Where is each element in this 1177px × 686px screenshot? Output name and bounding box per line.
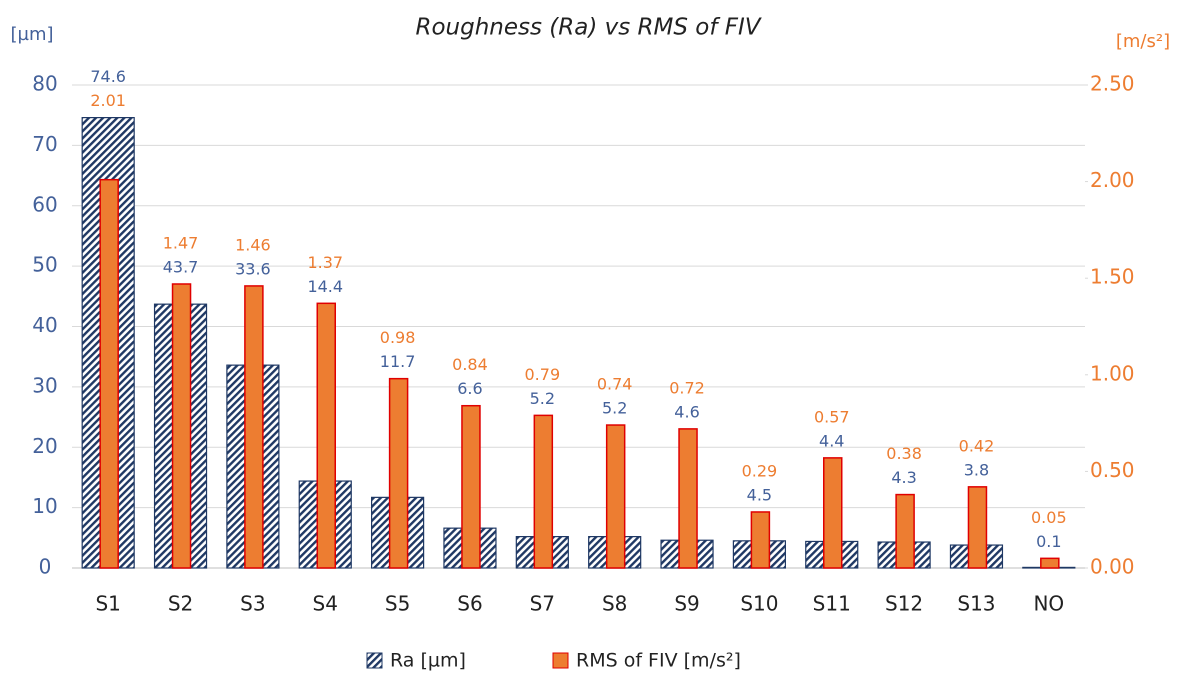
y-axis-label: [µm] — [10, 24, 53, 45]
x-tick-label: S11 — [813, 592, 851, 616]
data-label: 6.6 — [457, 379, 482, 398]
x-tick-label: S13 — [957, 592, 995, 616]
y-tick-label: 30 — [32, 373, 57, 397]
data-label: 74.6 — [90, 67, 126, 86]
x-tick-label: S8 — [602, 592, 627, 616]
x-tick-label: S5 — [385, 592, 410, 616]
data-label: 1.37 — [307, 253, 343, 272]
x-tick-label: S7 — [530, 592, 555, 616]
data-label: 0.1 — [1036, 532, 1061, 551]
data-label: 0.57 — [814, 407, 850, 426]
y2-tick-label: 2.00 — [1090, 168, 1135, 192]
data-label: 5.2 — [530, 389, 555, 408]
x-tick-label: NO — [1033, 592, 1064, 616]
data-label: 2.01 — [90, 91, 126, 110]
x-tick-label: S2 — [168, 592, 193, 616]
legend-swatch — [366, 652, 383, 669]
bar — [99, 178, 119, 569]
legend-label: Ra [µm] — [390, 650, 466, 672]
bar — [678, 428, 698, 569]
data-label: 3.8 — [964, 460, 989, 479]
data-label: 14.4 — [307, 277, 343, 296]
data-label: 5.2 — [602, 399, 627, 418]
legend-label: RMS of FIV [m/s²] — [576, 650, 741, 672]
data-label: 43.7 — [163, 257, 199, 276]
bar — [533, 414, 554, 569]
y-tick-label: 0 — [39, 555, 52, 579]
data-label: 0.98 — [380, 328, 416, 347]
data-label: 4.4 — [819, 431, 844, 450]
data-label: 0.38 — [886, 444, 922, 463]
data-label: 33.6 — [235, 259, 271, 278]
x-tick-label: S3 — [240, 592, 265, 616]
bar — [967, 486, 988, 569]
y2-tick-label: 2.50 — [1090, 72, 1135, 96]
bar — [895, 493, 915, 569]
data-label: 0.72 — [669, 378, 705, 397]
data-label: 4.3 — [891, 468, 916, 487]
y-tick-label: 60 — [32, 192, 57, 216]
y-tick-label: 80 — [32, 72, 57, 96]
x-tick-label: S12 — [885, 592, 923, 616]
data-label: 4.6 — [674, 402, 699, 421]
data-label: 0.05 — [1031, 508, 1067, 527]
y2-tick-label: 0.00 — [1090, 555, 1135, 579]
y-tick-label: 40 — [32, 313, 57, 337]
y2-tick-label: 0.50 — [1090, 458, 1135, 482]
bar — [750, 511, 771, 569]
y-tick-label: 70 — [32, 132, 57, 156]
data-label: 1.47 — [163, 233, 199, 252]
bar — [316, 302, 336, 569]
bar — [605, 424, 626, 569]
bar — [171, 283, 192, 569]
data-label: 1.46 — [235, 235, 271, 254]
y2-tick-label: 1.50 — [1090, 265, 1135, 289]
data-label: 0.29 — [742, 461, 778, 480]
y2-tick-label: 1.00 — [1090, 361, 1135, 385]
data-label: 0.74 — [597, 375, 633, 394]
x-tick-label: S1 — [95, 592, 120, 616]
chart-title: Roughness (Ra) vs RMS of FIV — [415, 15, 762, 41]
data-label: 11.7 — [380, 352, 416, 371]
y2-axis-label: [m/s²] — [1116, 31, 1170, 52]
x-tick-label: S10 — [740, 592, 778, 616]
bar — [461, 404, 481, 569]
y-tick-label: 10 — [32, 494, 57, 518]
data-label: 4.5 — [747, 485, 772, 504]
bar — [388, 377, 409, 569]
data-label: 0.79 — [525, 365, 561, 384]
x-tick-label: S4 — [313, 592, 338, 616]
data-label: 0.42 — [959, 436, 995, 455]
bar — [1040, 557, 1060, 569]
legend-swatch — [552, 652, 569, 669]
y-tick-label: 20 — [32, 434, 57, 458]
y-tick-label: 50 — [32, 253, 57, 277]
x-tick-label: S6 — [457, 592, 482, 616]
bar — [244, 285, 264, 569]
bar — [823, 457, 843, 569]
x-tick-label: S9 — [674, 592, 699, 616]
data-label: 0.84 — [452, 355, 488, 374]
